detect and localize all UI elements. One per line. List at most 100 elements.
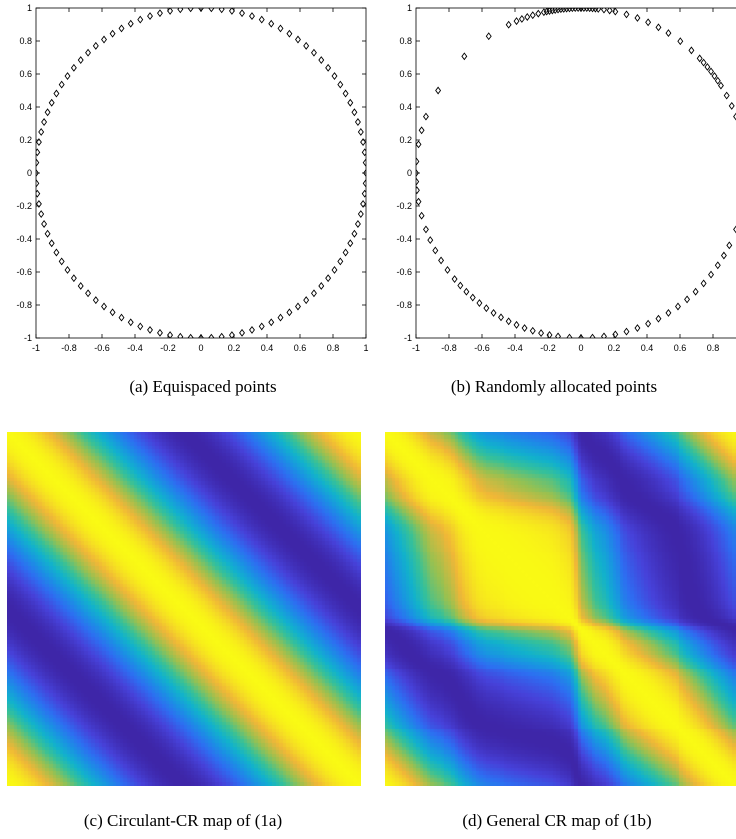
data-point xyxy=(331,266,338,274)
data-point xyxy=(362,179,366,188)
data-point xyxy=(347,98,354,107)
data-point xyxy=(347,239,354,248)
data-point xyxy=(58,257,65,266)
data-point xyxy=(92,296,99,305)
caption-c: (c) Circulant-CR map of (1a) xyxy=(83,811,283,830)
data-point xyxy=(363,169,366,177)
data-point xyxy=(677,37,684,46)
y-tick-label: 1 xyxy=(27,3,32,13)
data-point xyxy=(357,210,364,218)
data-point xyxy=(303,296,310,305)
y-tick-label: -0.8 xyxy=(16,300,32,310)
y-tick-label: 0 xyxy=(407,168,412,178)
data-point xyxy=(198,334,204,338)
plot-frame xyxy=(35,7,367,339)
data-point xyxy=(595,8,602,13)
data-point xyxy=(325,274,332,283)
data-point xyxy=(432,246,439,255)
data-point xyxy=(277,24,284,33)
y-tick-label: 0.8 xyxy=(399,36,412,46)
y-tick-label: 0.4 xyxy=(399,102,412,112)
data-point xyxy=(427,236,434,245)
data-point xyxy=(167,8,174,15)
data-point xyxy=(268,19,275,28)
data-point xyxy=(85,289,92,298)
data-point xyxy=(268,318,275,327)
y-tick-label: 0.6 xyxy=(399,69,412,79)
data-point xyxy=(655,23,662,32)
y-tick-label: 0.2 xyxy=(19,135,32,145)
data-point xyxy=(331,72,338,80)
data-point xyxy=(623,10,630,19)
x-tick-label: 0 xyxy=(198,343,203,353)
data-point xyxy=(41,220,48,228)
x-tick-label: 1 xyxy=(363,343,368,353)
x-tick-label: -0.6 xyxy=(94,343,110,353)
data-point xyxy=(64,266,71,274)
data-point xyxy=(70,274,77,283)
x-tick-label: 0.2 xyxy=(228,343,241,353)
data-point xyxy=(733,225,736,234)
circulant-cr-heatmap xyxy=(7,432,361,786)
y-tick-label: -1 xyxy=(24,333,32,343)
data-point xyxy=(187,333,194,338)
data-point xyxy=(583,8,590,13)
data-point xyxy=(228,8,235,15)
x-tick-label: -0.8 xyxy=(441,343,457,353)
data-point xyxy=(723,91,730,100)
x-tick-label: -1 xyxy=(412,343,420,353)
data-point xyxy=(692,287,699,296)
data-point xyxy=(198,8,204,12)
data-point xyxy=(218,332,225,338)
data-point xyxy=(463,287,470,296)
data-point xyxy=(700,279,707,288)
data-point xyxy=(578,8,584,12)
data-point xyxy=(342,248,349,257)
x-tick-label: 0.6 xyxy=(674,343,687,353)
y-tick-label: -0.8 xyxy=(396,300,412,310)
data-point xyxy=(529,11,536,20)
data-point xyxy=(157,9,163,18)
data-point xyxy=(645,319,652,328)
data-point xyxy=(601,332,607,338)
data-point xyxy=(490,308,497,317)
data-point xyxy=(127,19,134,28)
data-point xyxy=(48,239,55,248)
data-point xyxy=(435,86,442,95)
data-point xyxy=(208,333,215,338)
data-point xyxy=(457,281,464,290)
data-point xyxy=(362,158,366,167)
data-point xyxy=(36,179,40,188)
data-point xyxy=(569,8,576,13)
data-point xyxy=(422,225,429,234)
data-point xyxy=(606,8,613,15)
data-point xyxy=(101,302,107,311)
data-point xyxy=(239,328,245,337)
data-point xyxy=(53,248,60,257)
data-point xyxy=(109,29,116,38)
data-point xyxy=(109,308,116,317)
data-point xyxy=(64,72,71,80)
data-point xyxy=(589,8,596,13)
data-point xyxy=(167,331,174,338)
data-point xyxy=(303,41,310,50)
data-point xyxy=(688,46,695,55)
data-point xyxy=(85,48,92,57)
data-point xyxy=(733,112,736,121)
data-point xyxy=(177,8,184,14)
data-point xyxy=(36,138,42,147)
data-point xyxy=(416,197,422,206)
x-tick-label: 0.8 xyxy=(707,343,720,353)
data-point xyxy=(476,299,483,307)
data-point xyxy=(612,8,619,16)
x-tick-label: 0.2 xyxy=(608,343,621,353)
data-point xyxy=(58,80,65,89)
y-tick-label: -0.6 xyxy=(396,267,412,277)
data-point xyxy=(416,186,420,195)
data-point xyxy=(92,41,99,50)
data-point xyxy=(286,29,293,38)
data-point xyxy=(518,15,525,23)
data-point xyxy=(147,325,153,334)
data-point xyxy=(118,313,125,322)
x-tick-label: -0.6 xyxy=(474,343,490,353)
